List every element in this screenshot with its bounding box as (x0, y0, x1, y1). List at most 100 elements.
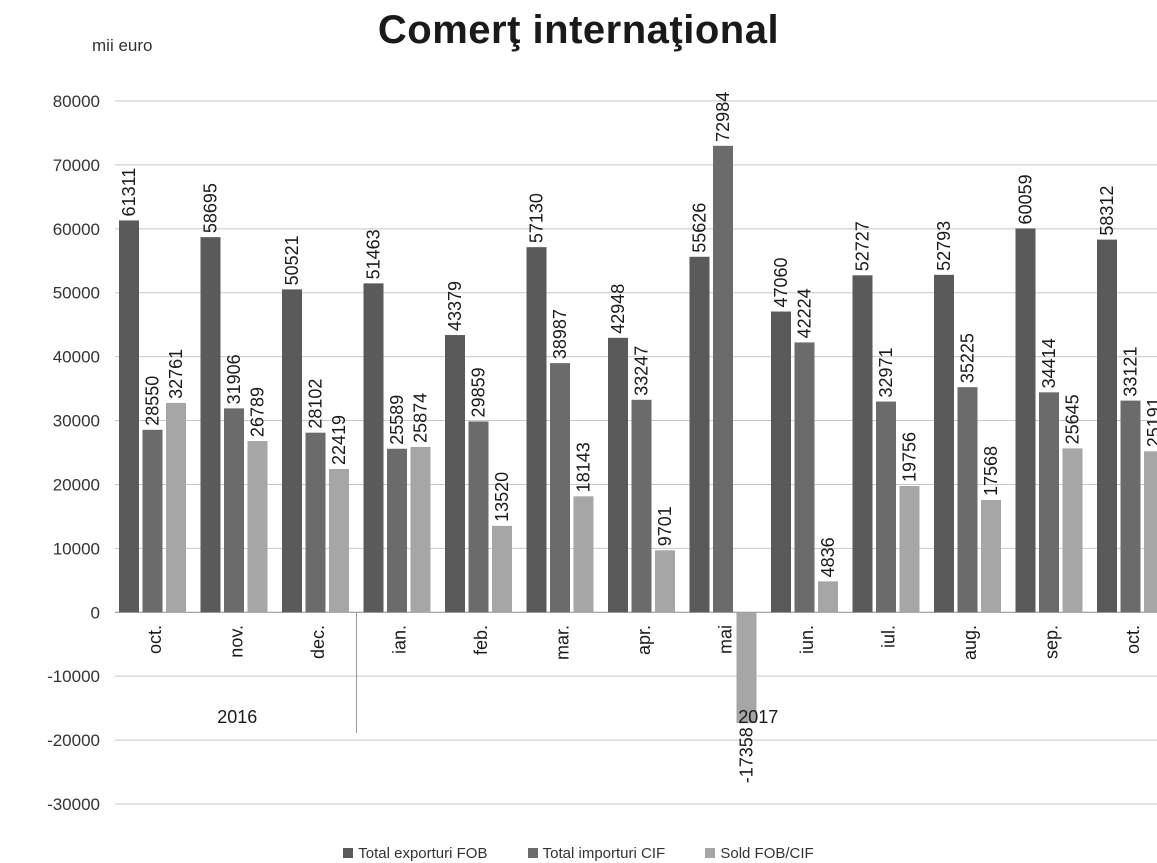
data-label: 42224 (795, 288, 815, 338)
bar (224, 408, 244, 613)
bar (957, 387, 978, 613)
bar (852, 275, 873, 613)
bar (200, 237, 221, 613)
data-label: 50521 (282, 235, 302, 285)
category-label: nov. (227, 625, 247, 658)
data-label: 4836 (818, 537, 838, 577)
bar (305, 432, 326, 613)
data-label: 43379 (445, 281, 465, 331)
bar (736, 612, 757, 724)
bar (387, 448, 407, 613)
category-label: oct. (145, 625, 165, 654)
data-label: 22419 (329, 415, 349, 465)
data-label: 60059 (1016, 174, 1036, 224)
bar (119, 220, 139, 613)
data-label: 13520 (492, 472, 512, 522)
bar (818, 581, 838, 613)
bar (689, 256, 710, 613)
bar (1097, 239, 1117, 613)
bar (1015, 228, 1036, 613)
data-label: 32761 (166, 349, 186, 399)
y-tick-label: -20000 (47, 731, 100, 750)
bar (526, 247, 547, 613)
category-label: ian. (390, 625, 410, 654)
data-label: 25589 (387, 395, 407, 445)
chart-title: Comerţ internaţional (377, 8, 780, 52)
year-group-label: 2017 (738, 707, 778, 727)
y-tick-label: 10000 (53, 539, 100, 558)
legend-label-exports: Total exporturi FOB (358, 845, 488, 862)
y-tick-label: 0 (91, 603, 100, 622)
y-tick-label: 30000 (53, 412, 100, 431)
bar (876, 401, 896, 613)
data-label: 55626 (690, 203, 710, 253)
bar (445, 335, 465, 613)
data-label: 32971 (876, 347, 896, 397)
category-label: aug. (960, 625, 980, 660)
data-label: 18143 (574, 442, 594, 492)
legend-item-balance: Sold FOB/CIF (705, 845, 814, 862)
data-label: 28102 (306, 379, 326, 429)
bar (713, 145, 733, 613)
data-label: 61311 (119, 168, 139, 217)
y-tick-label: 80000 (53, 92, 100, 111)
data-label: 33247 (632, 346, 652, 396)
bar (1062, 448, 1083, 613)
legend-swatch-imports (527, 848, 538, 858)
data-label: 17568 (981, 446, 1001, 496)
y-tick-label: 20000 (53, 475, 100, 494)
y-tick-label: -10000 (47, 667, 100, 686)
bar (550, 363, 570, 613)
data-label: 31906 (224, 354, 244, 404)
bar (166, 402, 186, 613)
bar (492, 525, 512, 613)
bar (363, 283, 384, 613)
bar-chart: -30000 -20000 -10000 0 10000 20000 30000 40000 5… (47, 92, 1157, 814)
y-tick-label: 60000 (53, 220, 100, 239)
category-label: dec. (308, 625, 328, 659)
data-label: 33121 (1121, 347, 1141, 397)
data-label: 25874 (411, 393, 431, 443)
legend-swatch-exports (343, 848, 354, 858)
data-label: 28550 (143, 376, 163, 426)
data-label: 25191 (1144, 397, 1157, 447)
data-label: 72984 (713, 92, 733, 142)
data-label: 52793 (934, 221, 954, 271)
legend-label-imports: Total importuri CIF (542, 845, 666, 862)
data-label: 51463 (364, 229, 384, 279)
data-label: 26789 (248, 387, 268, 437)
data-label: -17358 (737, 727, 757, 783)
data-label: 34414 (1039, 338, 1059, 388)
legend-label-balance: Sold FOB/CIF (720, 845, 814, 862)
category-label: iul. (879, 625, 899, 648)
bar (329, 468, 349, 613)
bar (1144, 451, 1157, 613)
data-label: 52727 (853, 221, 873, 271)
data-label: 57130 (527, 193, 547, 243)
bar (608, 337, 628, 613)
bar (1039, 392, 1059, 613)
bar (282, 289, 302, 613)
y-tick-label: 40000 (53, 348, 100, 367)
data-label: 58695 (201, 183, 221, 233)
category-label: sep. (1042, 625, 1062, 659)
bar (142, 429, 163, 613)
y-tick-label: -30000 (47, 795, 100, 814)
bar (631, 399, 652, 613)
legend-item-imports: Total importuri CIF (527, 845, 666, 862)
data-label: 9701 (655, 506, 675, 546)
data-label: 35225 (958, 333, 978, 383)
data-label: 47060 (771, 257, 791, 307)
bar (247, 441, 268, 613)
y-axis-unit-label: mii euro (92, 36, 153, 55)
bar (655, 550, 675, 613)
category-label: feb. (471, 625, 491, 655)
bar (981, 499, 1001, 613)
bar (573, 496, 594, 613)
bar (410, 446, 431, 613)
data-label: 29859 (469, 367, 489, 417)
category-label: iun. (797, 625, 817, 654)
category-label: mai (716, 625, 736, 654)
bar (1120, 400, 1141, 613)
bar (899, 486, 920, 613)
